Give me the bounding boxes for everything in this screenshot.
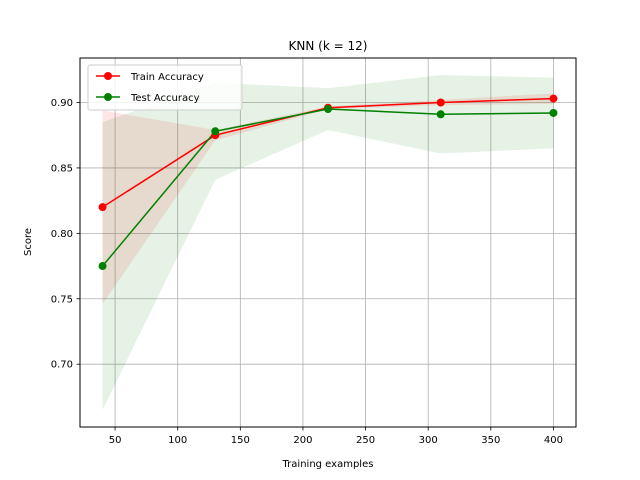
test-accuracy-point [324, 105, 332, 114]
train-accuracy-point [98, 203, 107, 212]
x-tick-label: 50 [109, 435, 122, 446]
legend-label-train: Train Accuracy [130, 72, 204, 83]
test-accuracy-point [98, 262, 107, 271]
x-axis-ticks: 50 100 150 200 250 300 350 400 [109, 427, 563, 446]
grid [80, 58, 576, 427]
legend: Train Accuracy Test Accuracy [87, 64, 243, 111]
y-axis-ticks: 0.70 0.75 0.80 0.85 0.90 [51, 98, 80, 371]
test-accuracy-point [436, 110, 445, 119]
y-axis-title: Score [23, 228, 34, 256]
test-accuracy-point [211, 127, 220, 136]
x-tick-label: 100 [168, 435, 187, 446]
test-accuracy-point [549, 108, 558, 117]
y-tick-label: 0.85 [51, 163, 73, 174]
train-accuracy-point [549, 94, 558, 103]
series-points [98, 94, 558, 271]
test-accuracy-band [102, 75, 554, 410]
legend-marker-train [104, 72, 112, 80]
x-tick-label: 300 [419, 435, 438, 446]
plot-frame [79, 57, 577, 428]
x-tick-label: 250 [356, 435, 375, 446]
train-accuracy-point [436, 98, 445, 107]
legend-marker-test [104, 93, 112, 101]
y-tick-label: 0.90 [51, 98, 73, 109]
x-axis-title: Training examples [282, 459, 374, 470]
x-tick-label: 150 [231, 435, 250, 446]
legend-box [87, 64, 243, 111]
legend-label-test: Test Accuracy [130, 93, 200, 104]
y-tick-label: 0.75 [51, 294, 73, 305]
x-tick-label: 200 [293, 435, 312, 446]
x-tick-label: 350 [481, 435, 500, 446]
x-tick-label: 400 [544, 435, 563, 446]
confidence-bands [102, 75, 554, 410]
chart-title: KNN (k = 12) [289, 39, 368, 53]
y-tick-label: 0.70 [51, 360, 73, 371]
y-tick-label: 0.80 [51, 229, 73, 240]
